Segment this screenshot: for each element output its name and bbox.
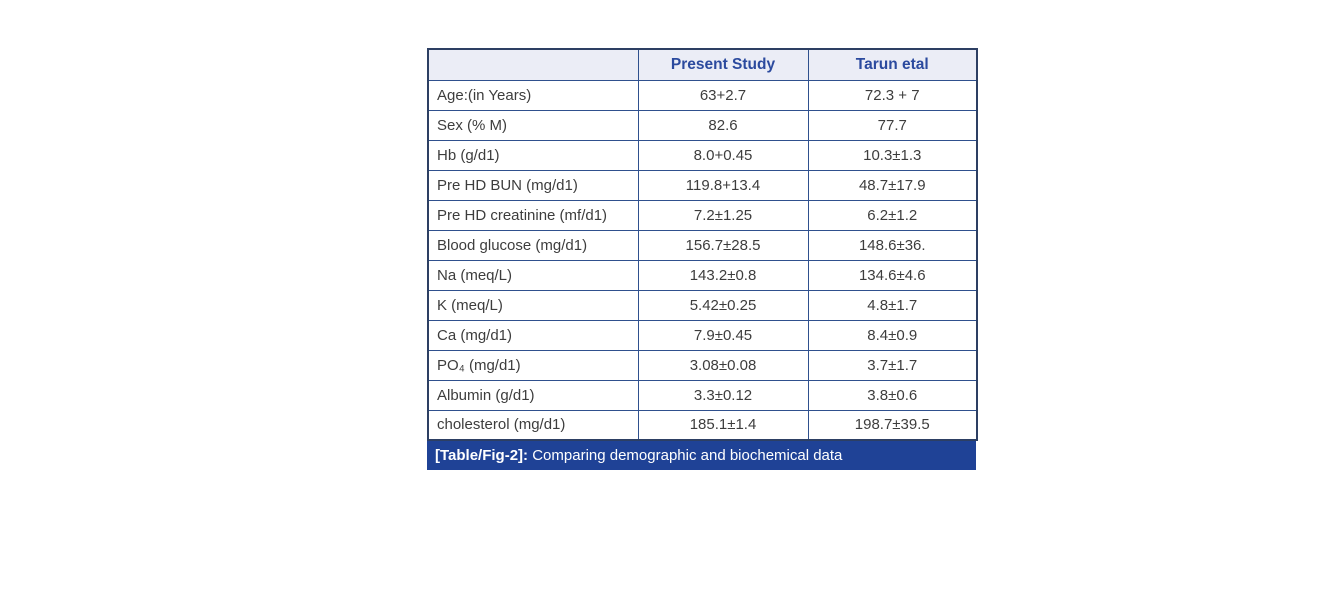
present-study-value: 119.8+13.4	[637, 169, 809, 201]
column-header-tarun-etal: Tarun etal	[807, 48, 978, 81]
column-header-present-study: Present Study	[637, 48, 809, 81]
tarun-etal-value: 48.7±17.9	[807, 169, 978, 201]
row-label: Hb (g/d1)	[427, 139, 639, 171]
comparison-table: Present Study Tarun etal Age:(in Years) …	[427, 48, 978, 441]
row-label: Sex (% M)	[427, 109, 639, 141]
present-study-value: 7.2±1.25	[637, 199, 809, 231]
present-study-value: 185.1±1.4	[637, 409, 809, 441]
present-study-value: 3.3±0.12	[637, 379, 809, 411]
row-label: Pre HD creatinine (mf/d1)	[427, 199, 639, 231]
table-row: Age:(in Years) 63+2.7 72.3 + 7	[427, 79, 978, 111]
table-row: PO₄ (mg/d1) 3.08±0.08 3.7±1.7	[427, 349, 978, 381]
column-header-empty	[427, 48, 639, 81]
present-study-value: 156.7±28.5	[637, 229, 809, 261]
row-label: K (meq/L)	[427, 289, 639, 321]
present-study-value: 8.0+0.45	[637, 139, 809, 171]
table-row: Sex (% M) 82.6 77.7	[427, 109, 978, 141]
header-row: Present Study Tarun etal	[427, 48, 978, 81]
tarun-etal-value: 8.4±0.9	[807, 319, 978, 351]
present-study-value: 63+2.7	[637, 79, 809, 111]
present-study-value: 5.42±0.25	[637, 289, 809, 321]
tarun-etal-value: 134.6±4.6	[807, 259, 978, 291]
present-study-value: 82.6	[637, 109, 809, 141]
tarun-etal-value: 6.2±1.2	[807, 199, 978, 231]
caption-text: Comparing demographic and biochemical da…	[528, 447, 843, 464]
present-study-value: 7.9±0.45	[637, 319, 809, 351]
tarun-etal-value: 3.8±0.6	[807, 379, 978, 411]
tarun-etal-value: 4.8±1.7	[807, 289, 978, 321]
table-row: Pre HD creatinine (mf/d1) 7.2±1.25 6.2±1…	[427, 199, 978, 231]
table-row: Blood glucose (mg/d1) 156.7±28.5 148.6±3…	[427, 229, 978, 261]
row-label: Age:(in Years)	[427, 79, 639, 111]
tarun-etal-value: 198.7±39.5	[807, 409, 978, 441]
tarun-etal-value: 77.7	[807, 109, 978, 141]
table-caption: [Table/Fig-2]: Comparing demographic and…	[427, 441, 976, 470]
comparison-table-figure: Present Study Tarun etal Age:(in Years) …	[427, 48, 978, 470]
table-row: Pre HD BUN (mg/d1) 119.8+13.4 48.7±17.9	[427, 169, 978, 201]
table-row: K (meq/L) 5.42±0.25 4.8±1.7	[427, 289, 978, 321]
row-label: Blood glucose (mg/d1)	[427, 229, 639, 261]
row-label: Na (meq/L)	[427, 259, 639, 291]
row-label: Pre HD BUN (mg/d1)	[427, 169, 639, 201]
row-label: cholesterol (mg/d1)	[427, 409, 639, 441]
tarun-etal-value: 148.6±36.	[807, 229, 978, 261]
tarun-etal-value: 10.3±1.3	[807, 139, 978, 171]
table-row: Na (meq/L) 143.2±0.8 134.6±4.6	[427, 259, 978, 291]
tarun-etal-value: 3.7±1.7	[807, 349, 978, 381]
row-label: Albumin (g/d1)	[427, 379, 639, 411]
present-study-value: 143.2±0.8	[637, 259, 809, 291]
table-row: Albumin (g/d1) 3.3±0.12 3.8±0.6	[427, 379, 978, 411]
table-row: cholesterol (mg/d1) 185.1±1.4 198.7±39.5	[427, 409, 978, 441]
row-label: PO₄ (mg/d1)	[427, 349, 639, 381]
tarun-etal-value: 72.3 + 7	[807, 79, 978, 111]
present-study-value: 3.08±0.08	[637, 349, 809, 381]
table-row: Hb (g/d1) 8.0+0.45 10.3±1.3	[427, 139, 978, 171]
table-row: Ca (mg/d1) 7.9±0.45 8.4±0.9	[427, 319, 978, 351]
row-label: Ca (mg/d1)	[427, 319, 639, 351]
caption-label: [Table/Fig-2]:	[435, 447, 529, 464]
